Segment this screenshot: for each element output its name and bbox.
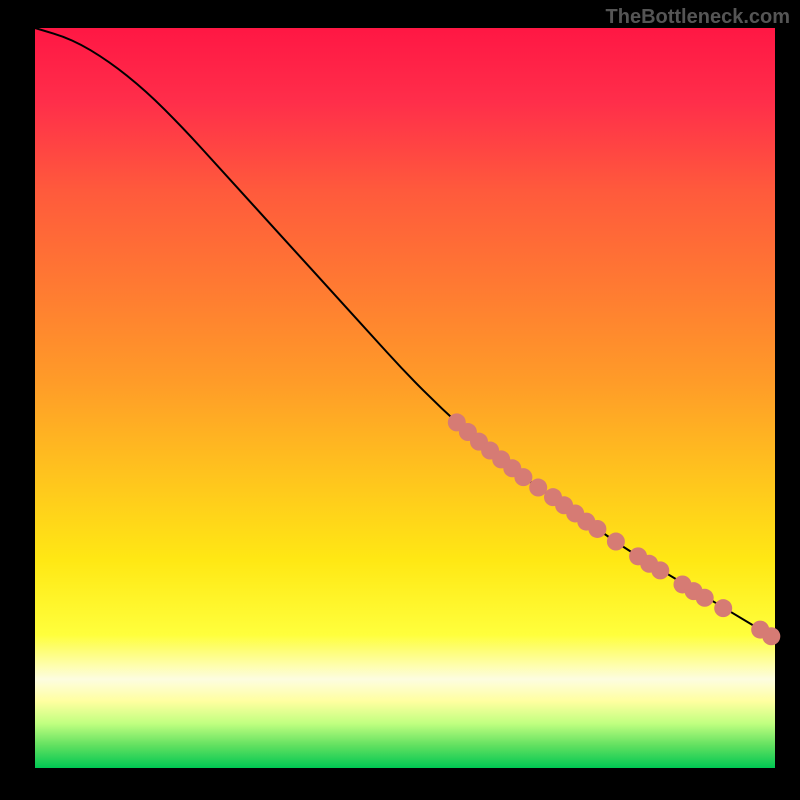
data-marker xyxy=(607,533,625,551)
data-marker xyxy=(529,479,547,497)
chart-container: TheBottleneck.com xyxy=(0,0,800,800)
data-marker xyxy=(651,561,669,579)
data-marker xyxy=(696,589,714,607)
data-marker xyxy=(514,468,532,486)
plot-background xyxy=(35,28,775,768)
watermark-text: TheBottleneck.com xyxy=(606,6,790,29)
data-marker xyxy=(762,627,780,645)
chart-svg xyxy=(0,0,800,800)
data-marker xyxy=(714,599,732,617)
data-marker xyxy=(588,520,606,538)
